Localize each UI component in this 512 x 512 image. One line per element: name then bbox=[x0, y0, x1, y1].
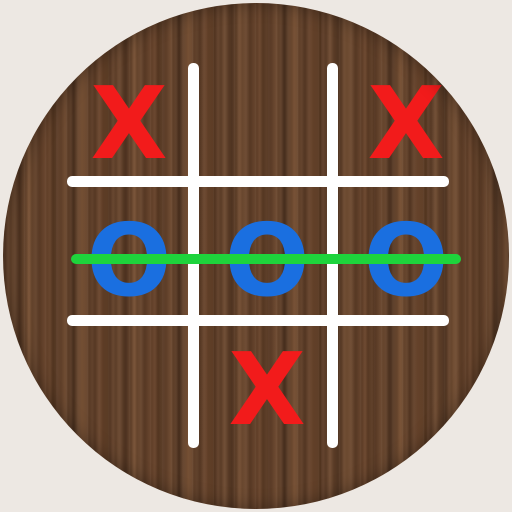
winning-line bbox=[71, 254, 461, 264]
cell-0-0[interactable]: X bbox=[64, 59, 194, 189]
cell-2-0[interactable] bbox=[64, 325, 194, 455]
cell-mark: O bbox=[363, 202, 449, 319]
grid-line-horizontal-top bbox=[67, 176, 449, 187]
cell-2-1[interactable]: X bbox=[202, 325, 332, 455]
grid-line-vertical-right bbox=[327, 63, 338, 448]
grid-line-vertical-left bbox=[188, 63, 199, 448]
cell-1-0[interactable]: O bbox=[64, 196, 194, 326]
cell-mark: X bbox=[228, 331, 306, 448]
cell-mark: X bbox=[90, 65, 168, 182]
cell-mark: X bbox=[367, 65, 445, 182]
cell-0-2[interactable]: X bbox=[341, 59, 471, 189]
game-board: X X O O O X bbox=[3, 3, 509, 509]
cell-0-1[interactable] bbox=[202, 59, 332, 189]
cell-2-2[interactable] bbox=[341, 325, 471, 455]
cell-1-2[interactable]: O bbox=[341, 196, 471, 326]
grid-line-horizontal-bottom bbox=[67, 315, 449, 326]
cell-mark: O bbox=[224, 202, 310, 319]
cell-mark: O bbox=[86, 202, 172, 319]
cell-1-1[interactable]: O bbox=[202, 196, 332, 326]
